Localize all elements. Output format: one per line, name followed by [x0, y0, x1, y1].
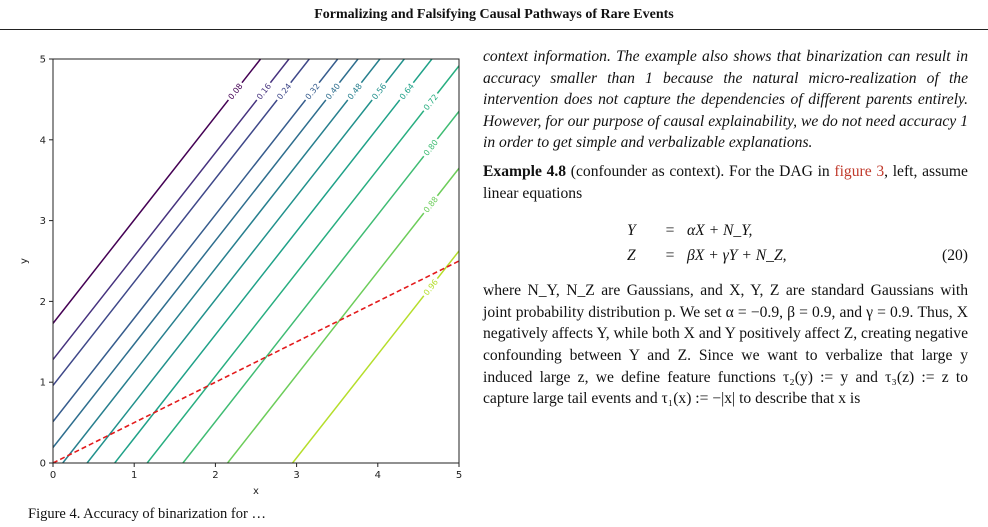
eq1-rhs: αX + N_Y,	[687, 222, 753, 240]
contour-line-0.80	[182, 110, 459, 463]
contour-line-0.56	[86, 59, 405, 463]
contour-line-0.72	[146, 64, 459, 463]
eq2-rhs: βX + γY + N_Z,	[687, 247, 787, 265]
threshold-line-group	[53, 260, 459, 463]
contour-line-0.32	[53, 59, 339, 423]
plot-frame	[52, 58, 460, 464]
body-text: context information. The example also sh…	[483, 48, 968, 152]
contour-line-0.88	[226, 167, 459, 463]
example-title: Example 4.8	[483, 162, 567, 180]
paragraph-context: context information. The example also sh…	[483, 46, 968, 154]
contour-lines	[53, 59, 459, 463]
contour-line-0.16	[53, 59, 290, 361]
y-tick-label: 0	[40, 459, 46, 470]
x-axis-label: x	[253, 486, 259, 497]
eq2-lhs: Z	[627, 247, 636, 265]
x-tick-label: 0	[50, 470, 56, 481]
contour-line-0.24	[53, 59, 310, 387]
x-tick-label: 2	[212, 470, 218, 481]
body-text-2: where N_Y, N_Z are Gaussians, and X, Y, …	[483, 282, 968, 408]
x-tick-label: 1	[131, 470, 137, 481]
y-axis: 0 1 2 3 4 5	[40, 55, 53, 470]
figure-caption: Figure 4. Accuracy of binarization for …	[28, 506, 266, 522]
right-column: context information. The example also sh…	[483, 46, 968, 410]
equation-number: (20)	[942, 247, 968, 265]
contour-line-0.40	[53, 59, 359, 449]
y-tick-label: 2	[40, 297, 46, 308]
y-tick-label: 5	[40, 55, 46, 66]
example-subtitle: (confounder as context).	[566, 162, 725, 180]
contour-line-0.08	[53, 59, 262, 325]
y-axis-label: y	[19, 258, 30, 264]
y-tick-label: 1	[40, 378, 46, 389]
x-tick-label: 4	[375, 470, 381, 481]
x-axis: 0 1 2 3 4 5	[50, 463, 462, 481]
threshold-line	[53, 260, 459, 463]
equation-block: Y = αX + N_Y, Z = βX + γY + N_Z, (20)	[483, 212, 968, 274]
figure-reference-link[interactable]: figure 3	[834, 162, 885, 180]
eq1-lhs: Y	[627, 222, 636, 240]
y-tick-label: 3	[40, 216, 46, 227]
paragraph-where: where N_Y, N_Z are Gaussians, and X, Y, …	[483, 280, 968, 410]
example-rest: , left, assume linear equations	[483, 162, 968, 202]
equation-1: Y = αX + N_Y,	[627, 220, 752, 244]
contour-plot: 0.08 0.16 0.24 0.32 0.40 0.48 0.56 0.640.720.80…	[19, 55, 462, 498]
equation-2: Z = βX + γY + N_Z,	[627, 245, 787, 269]
running-header: Formalizing and Falsifying Causal Pathwa…	[0, 0, 988, 30]
x-tick-label: 5	[456, 470, 462, 481]
x-tick-label: 3	[293, 470, 299, 481]
example-intro: For the DAG in	[724, 162, 835, 180]
contour-line-0.48	[62, 59, 381, 463]
y-tick-label: 4	[40, 135, 46, 146]
contour-line-0.96	[291, 249, 459, 463]
contour-line-0.64	[114, 59, 433, 463]
example-paragraph: Example 4.8 (confounder as context). For…	[483, 161, 968, 204]
